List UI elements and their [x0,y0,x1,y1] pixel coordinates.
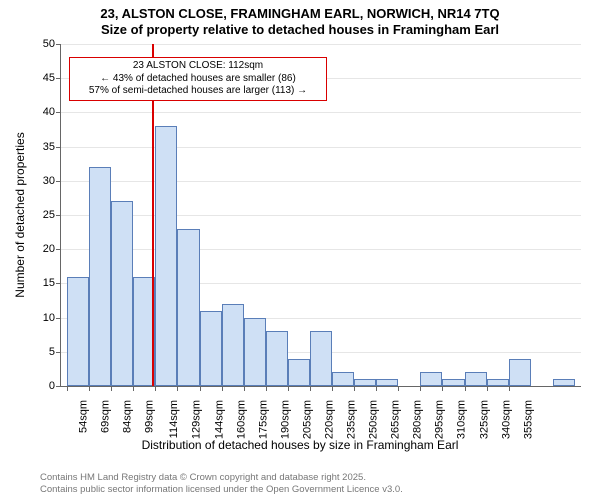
histogram-bar [376,379,398,386]
xtick-label: 114sqm [169,400,181,438]
xtick-mark [89,386,90,391]
plot-area: 0510152025303540455054sqm69sqm84sqm99sqm… [60,44,581,387]
xtick-label: 265sqm [390,400,402,439]
xtick-mark [200,386,201,391]
annotation-box: 23 ALSTON CLOSE: 112sqm ← 43% of detache… [69,57,327,101]
ytick-label: 0 [49,380,61,392]
xtick-label: 69sqm [100,400,112,433]
xtick-mark [177,386,178,391]
xtick-label: 220sqm [324,400,336,439]
xtick-label: 235sqm [346,400,358,439]
annotation-line: 57% of semi-detached houses are larger (… [74,85,322,98]
chart-title-line2: Size of property relative to detached ho… [0,22,600,37]
ytick-label: 25 [43,209,61,221]
annotation-line: 23 ALSTON CLOSE: 112sqm [74,60,322,73]
histogram-bar [509,359,531,386]
gridline-h [61,112,581,113]
footer-attribution: Contains HM Land Registry data © Crown c… [40,472,403,496]
histogram-bar [111,201,133,386]
xtick-mark [288,386,289,391]
xtick-mark [332,386,333,391]
xtick-label: 205sqm [301,400,313,439]
xtick-mark [266,386,267,391]
xtick-label: 54sqm [78,400,90,433]
xtick-label: 280sqm [412,400,424,439]
xtick-mark [155,386,156,391]
x-axis-label: Distribution of detached houses by size … [0,438,600,452]
ytick-label: 15 [43,277,61,289]
histogram-bar [89,167,111,386]
ytick-label: 35 [43,141,61,153]
xtick-mark [465,386,466,391]
histogram-bar [332,372,354,386]
gridline-h [61,147,581,148]
histogram-bar [310,331,332,386]
gridline-h [61,249,581,250]
xtick-mark [67,386,68,391]
chart-title-line1: 23, ALSTON CLOSE, FRAMINGHAM EARL, NORWI… [0,6,600,21]
xtick-label: 250sqm [368,400,380,439]
histogram-bar [244,318,266,386]
histogram-bar [200,311,222,386]
xtick-label: 175sqm [257,400,269,439]
xtick-label: 84sqm [122,400,134,433]
footer-line: Contains HM Land Registry data © Crown c… [40,472,403,484]
xtick-mark [398,386,399,391]
ytick-label: 45 [43,72,61,84]
annotation-line: ← 43% of detached houses are smaller (86… [74,73,322,86]
ytick-label: 40 [43,106,61,118]
xtick-mark [376,386,377,391]
histogram-bar [266,331,288,386]
xtick-label: 355sqm [522,400,534,439]
xtick-label: 325sqm [478,400,490,439]
ytick-label: 20 [43,243,61,255]
xtick-label: 295sqm [434,400,446,439]
xtick-label: 190sqm [279,400,291,439]
xtick-label: 310sqm [456,400,468,439]
xtick-mark [442,386,443,391]
xtick-mark [509,386,510,391]
histogram-bar [487,379,509,386]
xtick-mark [111,386,112,391]
ytick-label: 30 [43,175,61,187]
xtick-mark [487,386,488,391]
histogram-bar [222,304,244,386]
xtick-label: 99sqm [144,400,156,433]
ytick-label: 10 [43,312,61,324]
gridline-h [61,215,581,216]
gridline-h [61,44,581,45]
xtick-mark [222,386,223,391]
xtick-label: 340sqm [500,400,512,439]
histogram-bar [442,379,464,386]
footer-line: Contains public sector information licen… [40,484,403,496]
y-axis-label: Number of detached properties [13,44,27,386]
histogram-bar [177,229,199,386]
histogram-bar [553,379,575,386]
ytick-label: 50 [43,38,61,50]
ytick-label: 5 [49,346,61,358]
histogram-bar [465,372,487,386]
xtick-label: 144sqm [213,400,225,439]
xtick-mark [133,386,134,391]
xtick-label: 129sqm [191,400,203,439]
gridline-h [61,181,581,182]
histogram-bar [67,277,89,386]
histogram-bar [354,379,376,386]
xtick-mark [420,386,421,391]
xtick-label: 160sqm [235,400,247,439]
histogram-bar [288,359,310,386]
xtick-mark [244,386,245,391]
histogram-bar [155,126,177,386]
xtick-mark [310,386,311,391]
xtick-mark [354,386,355,391]
histogram-bar [420,372,442,386]
